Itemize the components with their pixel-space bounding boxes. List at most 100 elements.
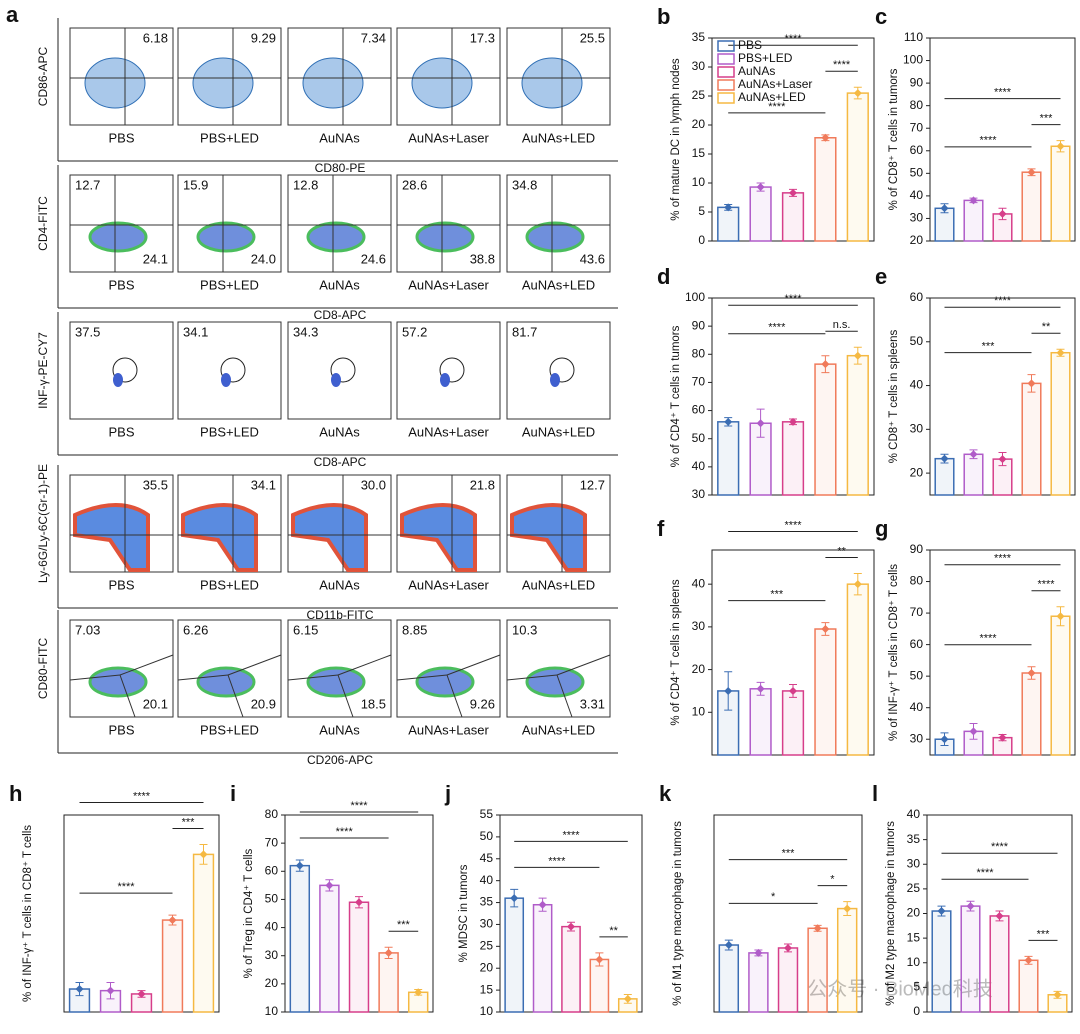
panel-label: d [657, 264, 670, 289]
bar [814, 137, 837, 242]
gate-value: 12.7 [580, 477, 605, 492]
panel-label: g [875, 516, 888, 541]
mean-marker [510, 894, 519, 903]
mean-marker [754, 948, 763, 957]
gate-value: 10.3 [512, 622, 537, 637]
gate-value: 24.6 [361, 251, 386, 266]
group-label: AuNAs+Laser [408, 722, 489, 737]
density [510, 503, 587, 572]
group-label: AuNAs+Laser [408, 577, 489, 592]
panel-label: l [872, 781, 878, 806]
gate [446, 654, 501, 676]
significance-label: *** [1037, 928, 1051, 940]
y-axis-label: % of CD4⁺ T cells in spleens [670, 579, 682, 726]
bar [717, 206, 740, 242]
legend-swatch [717, 92, 735, 104]
mean-marker [724, 417, 733, 426]
gate-value: 17.3 [470, 30, 495, 45]
y-tick-label: 90 [910, 542, 924, 556]
y-tick-label: 30 [480, 917, 494, 931]
y-tick-label: 10 [265, 1004, 279, 1018]
y-tick-label: 30 [265, 948, 279, 962]
y-tick-label: 55 [480, 807, 494, 821]
panel-label: j [444, 781, 451, 806]
y-tick-label: 60 [910, 143, 924, 157]
y-tick-label: 0 [913, 1004, 920, 1018]
group-label: AuNAs+LED [522, 130, 595, 145]
y-tick-label: 90 [692, 318, 706, 332]
mean-marker [969, 450, 978, 459]
events [525, 221, 585, 253]
y-tick-label: 110 [904, 30, 923, 44]
y-tick-label: 35 [480, 895, 494, 909]
y-tick-label: 30 [910, 731, 924, 745]
events [440, 373, 450, 387]
y-tick-label: 40 [265, 920, 279, 934]
mean-marker [789, 686, 797, 695]
group-label: AuNAs+LED [522, 424, 595, 439]
y-axis-label: % of mature DC in lymph nodes [670, 58, 682, 221]
contour [302, 57, 364, 109]
mean-marker [998, 455, 1007, 464]
y-tick-label: 30 [907, 856, 921, 870]
mean-marker [75, 985, 84, 994]
significance-label: **** [976, 867, 994, 879]
mean-marker [724, 686, 733, 695]
panel-label: h [9, 781, 22, 806]
gate [227, 674, 244, 718]
y-axis-label: % of INF-γ⁺ T cells in CD8⁺ T cells [22, 825, 34, 1002]
bar [781, 421, 805, 496]
mean-marker [998, 733, 1007, 742]
bar [589, 958, 610, 1013]
y-tick-label: 10 [692, 704, 706, 718]
y-tick-label: 30 [692, 59, 706, 73]
y-tick-label: 40 [910, 378, 924, 392]
group-label: AuNAs+LED [522, 722, 595, 737]
mean-marker [789, 417, 797, 426]
y-tick-label: 70 [692, 375, 706, 389]
gate-value: 28.6 [402, 177, 427, 192]
group-label: AuNAs+LED [522, 577, 595, 592]
mean-marker [969, 727, 978, 736]
mean-marker [937, 907, 946, 916]
bar [963, 199, 984, 242]
significance-label: **** [1037, 579, 1055, 591]
y-tick-label: 50 [910, 334, 924, 348]
contour [192, 57, 254, 109]
gate-value: 6.18 [143, 30, 168, 45]
y-tick-label: 70 [265, 835, 279, 849]
events [196, 221, 256, 253]
mean-marker [756, 419, 765, 428]
events [331, 373, 341, 387]
bar [1021, 382, 1042, 496]
bar [1050, 615, 1071, 756]
y-tick-label: 20 [910, 465, 924, 479]
y-tick-label: 10 [692, 175, 706, 189]
y-tick-label: 25 [692, 88, 706, 102]
significance-label: **** [994, 553, 1012, 565]
y-tick-label: 20 [910, 233, 924, 247]
mean-marker [106, 986, 115, 995]
legend-label: AuNAs [738, 64, 775, 78]
gate-value: 34.1 [183, 324, 208, 339]
bar [192, 853, 215, 1013]
gate-value: 30.0 [361, 477, 386, 492]
mean-marker [940, 204, 949, 213]
bar [846, 92, 869, 242]
bar [319, 884, 340, 1013]
gate [396, 674, 448, 681]
gate [287, 674, 339, 681]
legend-swatch [717, 79, 735, 91]
y-tick-label: 10 [480, 1004, 494, 1018]
y-axis-label: Ly-6G/Ly-6C(Gr-1)-PE [36, 464, 50, 583]
gate-value: 7.03 [75, 622, 100, 637]
group-label: PBS [108, 577, 134, 592]
mean-marker [137, 989, 146, 998]
legend-label: PBS+LED [738, 51, 793, 65]
significance-label: **** [784, 519, 802, 531]
gate-value: 20.9 [251, 696, 276, 711]
mean-marker [940, 735, 949, 744]
gate [119, 674, 136, 718]
mean-marker [853, 351, 862, 360]
group-label: PBS+LED [200, 424, 259, 439]
